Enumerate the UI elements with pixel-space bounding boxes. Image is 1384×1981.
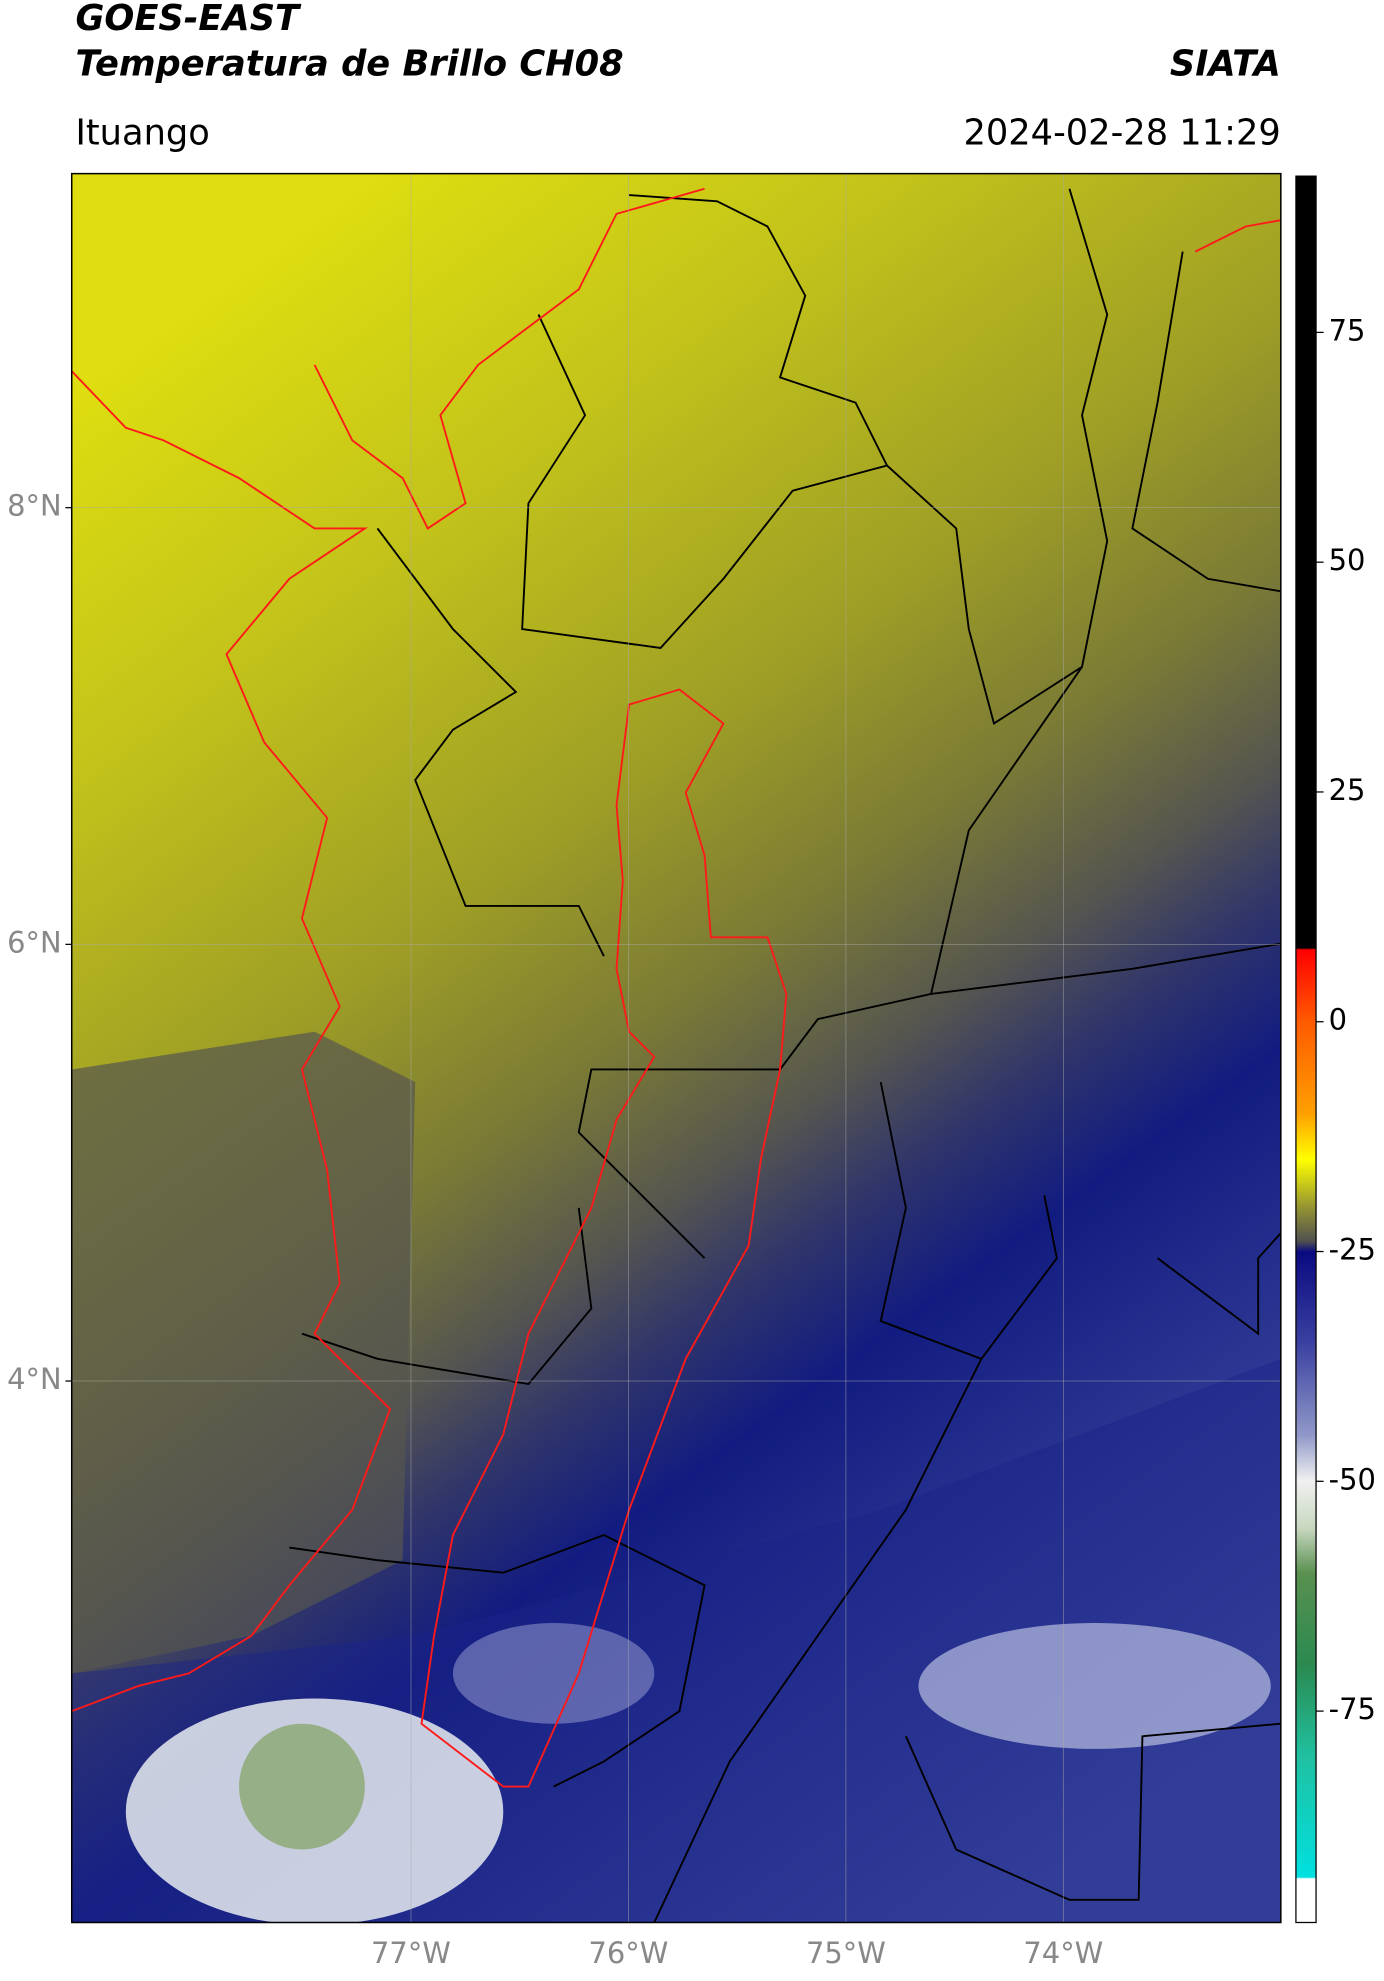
map-image — [71, 173, 1281, 1923]
subtitle: Temperatura de Brillo CH08 — [75, 43, 623, 84]
lon-tick-label: 77°W — [371, 1936, 451, 1970]
colorbar — [1295, 175, 1317, 1924]
colorbar-tick-label: -50 — [1329, 1462, 1376, 1496]
lon-tick-label: 74°W — [1023, 1936, 1103, 1970]
colorbar-tick-label: -25 — [1329, 1233, 1376, 1267]
colorbar-tick-label: 50 — [1329, 543, 1366, 577]
colorbar-tick-label: 25 — [1329, 773, 1366, 807]
location: Ituango — [75, 113, 209, 154]
colorbar-tick-label: 0 — [1329, 1003, 1347, 1037]
lon-tick-label: 75°W — [806, 1936, 886, 1970]
colorbar-tick-label: 75 — [1329, 313, 1366, 347]
lat-tick-label: 4°N — [7, 1362, 62, 1396]
title: GOES-EAST — [75, 0, 302, 39]
org: SIATA — [1170, 43, 1281, 84]
datetime: 2024-02-28 11:29 — [963, 113, 1280, 154]
colorbar-tick-label: -75 — [1329, 1692, 1376, 1726]
lat-tick-label: 8°N — [7, 489, 62, 523]
map-frame — [70, 172, 1282, 1924]
lon-tick-label: 76°W — [588, 1936, 668, 1970]
lat-tick-label: 6°N — [7, 925, 62, 959]
